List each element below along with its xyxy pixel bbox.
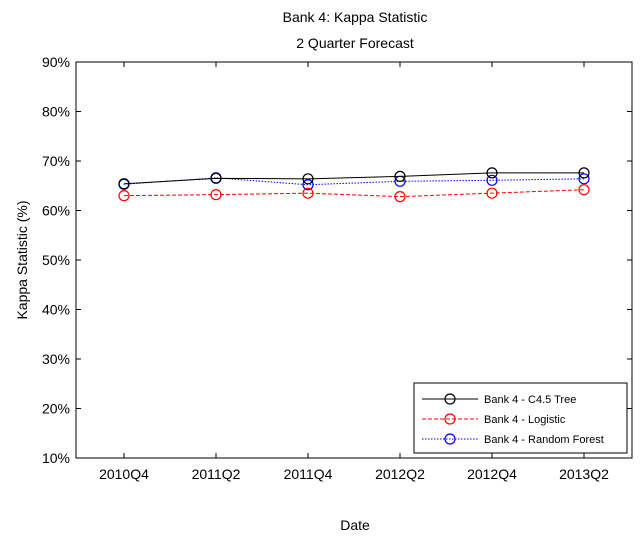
series-bank-4-c4-5-tree (118, 167, 590, 190)
series-line (123, 172, 584, 185)
legend-label: Bank 4 - Logistic (484, 414, 566, 426)
data-point (578, 184, 590, 196)
x-tick-label: 2011Q2 (192, 466, 241, 482)
data-point (578, 167, 590, 179)
x-axis-label: Date (340, 517, 370, 533)
data-point (578, 173, 590, 185)
series-layer (118, 167, 590, 203)
data-point (394, 191, 406, 203)
y-axis: 10% 20% 30% 40% 50% 60% 70% 80% 90% (42, 54, 632, 466)
y-tick-label: 50% (42, 252, 70, 268)
data-point (210, 189, 222, 201)
data-point (486, 167, 498, 179)
series-bank-4-logistic (118, 184, 590, 203)
y-tick-label: 10% (42, 450, 70, 466)
legend-item: Bank 4 - Logistic (422, 413, 566, 426)
legend: Bank 4 - C4.5 Tree Bank 4 - Logistic Bank … (413, 382, 628, 454)
x-tick-label: 2013Q2 (559, 466, 609, 482)
chart-title: Bank 4: Kappa Statistic (283, 9, 428, 25)
data-point (302, 187, 314, 199)
y-tick-label: 20% (42, 401, 70, 417)
x-tick-label: 2012Q2 (375, 466, 425, 482)
y-tick-label: 90% (42, 54, 70, 70)
legend-label: Bank 4 - Random Forest (484, 434, 604, 446)
data-point (394, 170, 406, 182)
chart-subtitle: 2 Quarter Forecast (296, 35, 414, 51)
legend-marker (444, 413, 456, 425)
data-point (486, 187, 498, 199)
x-tick-label: 2010Q4 (99, 466, 149, 482)
data-point (118, 190, 130, 202)
series-line (123, 189, 585, 198)
y-axis-label: Kappa Statistic (%) (14, 200, 30, 319)
legend-item: Bank 4 - C4.5 Tree (422, 393, 576, 406)
data-point (210, 172, 222, 184)
legend-marker (444, 433, 456, 445)
data-point (302, 179, 314, 191)
legend-marker (444, 393, 456, 405)
x-tick-label: 2012Q4 (467, 466, 517, 482)
legend-box (413, 382, 628, 454)
legend-label: Bank 4 - C4.5 Tree (484, 394, 576, 406)
legend-item: Bank 4 - Random Forest (422, 433, 604, 446)
y-tick-label: 40% (42, 302, 70, 318)
data-point (302, 173, 314, 185)
y-tick-label: 70% (42, 153, 70, 169)
x-axis: 2010Q4 2011Q2 2011Q4 2012Q2 2012Q4 2013Q2 (99, 62, 609, 482)
y-tick-label: 30% (42, 351, 70, 367)
data-point (118, 178, 130, 190)
y-tick-label: 60% (42, 203, 70, 219)
y-tick-label: 80% (42, 104, 70, 120)
x-tick-label: 2011Q4 (284, 466, 333, 482)
data-point (486, 174, 498, 186)
